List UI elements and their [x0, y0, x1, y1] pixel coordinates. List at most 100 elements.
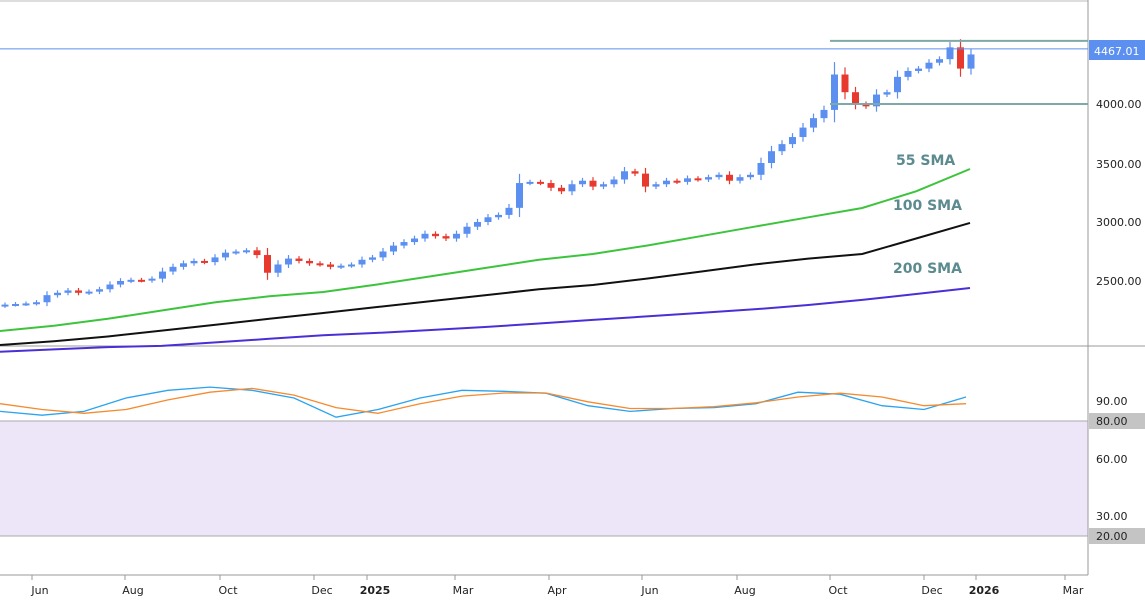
osc-20-badge — [1089, 528, 1145, 544]
candle-body — [274, 264, 282, 273]
candle-body — [159, 271, 166, 279]
sma-55-label: 55 SMA — [896, 153, 955, 169]
candle-body — [705, 177, 712, 180]
oscillator-line — [0, 387, 967, 414]
candle-body — [253, 250, 261, 256]
candle-body — [337, 265, 345, 268]
price-tick: 4000.00 — [1096, 98, 1142, 111]
time-tick-label: Mar — [453, 584, 474, 597]
candle-body — [222, 252, 229, 258]
last-price-badge — [1089, 40, 1145, 60]
candle-body — [463, 226, 471, 234]
sma-lines — [0, 168, 971, 353]
candle-body — [54, 292, 61, 296]
time-tick-label: Dec — [921, 584, 942, 597]
candle-body — [694, 178, 702, 181]
candle-body — [33, 302, 40, 305]
candle-body — [474, 222, 481, 227]
candle-body — [400, 242, 408, 246]
time-tick-label: Dec — [311, 584, 332, 597]
candle-body — [379, 251, 387, 258]
oscillator-line — [0, 386, 967, 418]
sma-line — [0, 287, 971, 353]
candle-body — [652, 184, 660, 187]
candle-body — [495, 214, 502, 218]
candle-body — [243, 250, 250, 253]
candle-body — [631, 171, 639, 174]
candle-body — [432, 233, 439, 237]
candle-body — [589, 180, 597, 187]
osc-tick: 30.00 — [1096, 510, 1128, 523]
candle-body — [621, 171, 628, 180]
time-tick-label: Oct — [828, 584, 848, 597]
candle-body — [715, 174, 723, 178]
candle-body — [306, 260, 313, 264]
time-tick-label: Mar — [1063, 584, 1084, 597]
candle-body — [442, 236, 450, 239]
candle-body — [295, 258, 303, 261]
candle-body — [862, 104, 870, 107]
price-tick: 3500.00 — [1096, 158, 1142, 171]
candle-body — [894, 76, 901, 93]
candle-body — [484, 217, 492, 222]
candle-body — [421, 233, 429, 239]
candle-body — [967, 54, 975, 69]
candle-body — [558, 187, 565, 192]
candle-body — [138, 279, 145, 282]
price-axis-panel[interactable] — [1088, 0, 1145, 600]
candle-body — [106, 284, 114, 290]
candle-body — [264, 255, 271, 273]
price-tick: 2500.00 — [1096, 275, 1142, 288]
candle-body — [190, 260, 198, 264]
price-tick: 3000.00 — [1096, 216, 1142, 229]
candle-body — [75, 290, 82, 293]
candle-body — [579, 180, 586, 185]
candle-body — [925, 62, 933, 69]
candle-body — [348, 264, 355, 267]
candle-body — [169, 266, 177, 272]
last-price-label: 4467.01 — [1094, 45, 1140, 58]
candle-body — [201, 260, 208, 263]
oscillator-lines — [0, 386, 967, 418]
time-tick-label: 2025 — [360, 584, 391, 597]
candle-body — [768, 151, 775, 163]
candle-body — [736, 177, 744, 181]
time-tick-label: Apr — [547, 584, 567, 597]
time-tick-label: Oct — [218, 584, 238, 597]
candle-body — [411, 238, 418, 243]
candle-body — [946, 47, 954, 60]
time-tick-label: Jun — [30, 584, 48, 597]
osc-80-badge — [1089, 413, 1145, 429]
candle-body — [904, 70, 912, 77]
candle-body — [12, 304, 19, 307]
candle-body — [117, 281, 124, 285]
candle-body — [180, 263, 187, 267]
levels — [0, 39, 1088, 105]
sma-line — [0, 168, 971, 332]
candle-body — [778, 144, 786, 152]
candle-body — [505, 207, 513, 215]
candle-body — [673, 180, 681, 183]
time-tick-label: 2026 — [969, 584, 1000, 597]
candle-body — [453, 233, 460, 239]
candles — [1, 39, 975, 308]
time-axis[interactable]: Jun Aug Oct Dec 2025 Mar Apr Jun Aug Oct Dec 2026 Ma… — [30, 575, 1084, 597]
candle-body — [127, 279, 135, 282]
candle-body — [841, 74, 849, 93]
candle-body — [148, 278, 156, 281]
osc-tick: 80.00 — [1096, 415, 1128, 428]
osc-tick: 60.00 — [1096, 453, 1128, 466]
candle-body — [96, 289, 103, 292]
candle-body — [747, 174, 754, 178]
candle-body — [316, 263, 324, 266]
candle-body — [390, 245, 397, 252]
oscillator-ticks: 90.00 80.00 60.00 30.00 20.00 — [1089, 395, 1145, 544]
candle-body — [831, 74, 838, 110]
osc-tick: 90.00 — [1096, 395, 1128, 408]
candle-body — [85, 291, 93, 294]
candle-body — [526, 181, 534, 184]
sma-line — [0, 221, 971, 346]
candle-body — [22, 303, 30, 306]
